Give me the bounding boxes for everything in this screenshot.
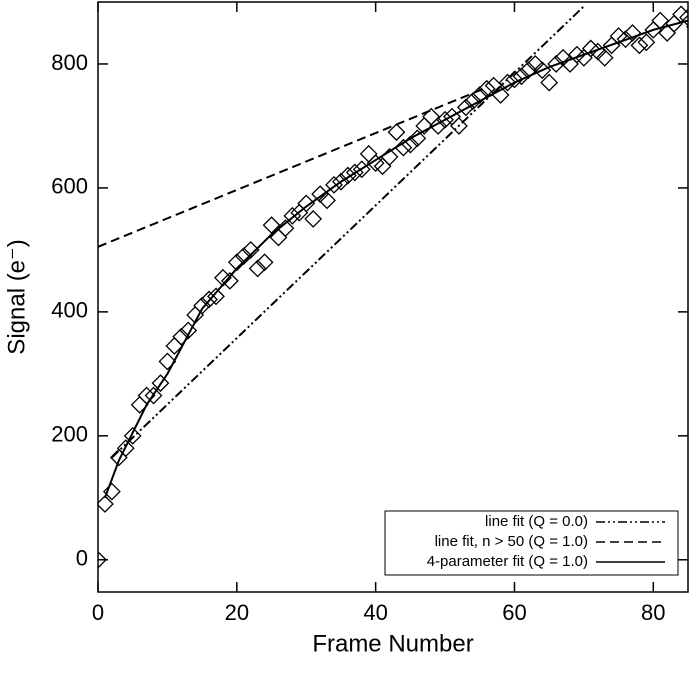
data-point <box>512 67 531 86</box>
x-axis-label: Frame Number <box>312 630 473 657</box>
data-point <box>519 61 538 80</box>
legend-label: line fit, n > 50 (Q = 1.0) <box>435 533 588 550</box>
fit-line <box>104 19 688 499</box>
data-point <box>422 107 441 126</box>
data-point <box>179 321 198 340</box>
data-point <box>505 70 524 89</box>
data-point <box>255 253 274 272</box>
x-tick-label: 20 <box>225 600 249 625</box>
data-point <box>304 209 323 228</box>
data-point <box>463 92 482 111</box>
data-point <box>679 8 688 27</box>
data-point <box>401 135 420 154</box>
data-point <box>498 73 517 92</box>
legend: line fit (Q = 0.0) line fit, n > 50 (Q = … <box>384 510 679 576</box>
data-point <box>144 386 163 405</box>
plot-frame <box>97 1 689 593</box>
data-point <box>241 240 260 259</box>
data-point <box>123 426 142 445</box>
y-tick-label: 800 <box>51 50 88 75</box>
data-point <box>595 48 614 67</box>
data-point <box>450 117 468 135</box>
data-point <box>220 271 239 290</box>
data-point <box>637 33 656 52</box>
data-point <box>248 259 267 278</box>
data-point <box>547 55 566 73</box>
data-point <box>130 395 149 414</box>
legend-label: 4-parameter fit (Q = 1.0) <box>427 553 588 570</box>
data-point <box>151 374 170 393</box>
data-point <box>408 129 427 148</box>
data-point <box>387 123 406 142</box>
plot-area <box>98 5 688 569</box>
data-point <box>297 194 316 213</box>
data-point <box>102 482 121 501</box>
x-tick-label: 0 <box>92 600 104 625</box>
data-point <box>200 290 218 309</box>
data-point <box>283 206 302 225</box>
y-tick-label: 600 <box>51 174 88 199</box>
x-tick-label: 80 <box>641 600 665 625</box>
data-point <box>332 172 350 191</box>
data-point <box>318 191 336 210</box>
data-point <box>193 296 212 315</box>
legend-label: line fit (Q = 0.0) <box>485 513 588 530</box>
data-point <box>380 148 399 166</box>
data-point <box>227 253 246 272</box>
data-point <box>491 86 510 104</box>
y-tick-label: 200 <box>51 422 88 447</box>
fit-line <box>98 86 488 248</box>
data-point <box>394 138 413 157</box>
data-point <box>373 157 392 176</box>
data-point <box>137 386 156 405</box>
data-point <box>98 550 107 569</box>
data-point <box>158 352 177 371</box>
data-point <box>651 11 670 30</box>
data-point <box>436 110 454 129</box>
data-point <box>172 327 191 346</box>
data-point <box>540 73 559 92</box>
data-point <box>429 117 448 135</box>
data-point <box>262 216 281 235</box>
y-tick-label: 0 <box>76 546 88 571</box>
data-point <box>616 30 635 49</box>
data-point <box>352 160 371 179</box>
data-point <box>359 144 378 163</box>
y-tick-label: 400 <box>51 298 88 323</box>
data-point <box>234 247 253 266</box>
y-axis-label: Signal (e⁻) <box>3 239 30 354</box>
legend-box <box>384 510 679 576</box>
data-point <box>623 24 642 42</box>
fit-line <box>111 5 585 459</box>
data-point <box>207 287 225 306</box>
data-point <box>116 439 135 458</box>
data-point <box>630 36 649 55</box>
data-point <box>338 166 357 185</box>
data-point <box>98 495 114 513</box>
data-point <box>533 61 552 80</box>
data-point <box>470 86 489 104</box>
x-tick-label: 40 <box>363 600 387 625</box>
x-tick-label: 60 <box>502 600 526 625</box>
data-point <box>477 79 496 98</box>
data-point <box>276 219 295 238</box>
data-point <box>325 175 343 194</box>
data-point <box>456 98 475 117</box>
data-point <box>345 163 364 182</box>
